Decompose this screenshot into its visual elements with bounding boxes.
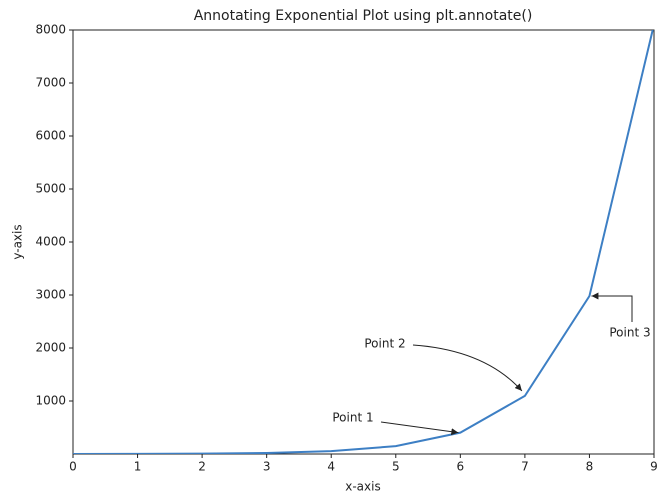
x-tick-label: 6: [457, 460, 465, 474]
x-tick-label: 7: [521, 460, 529, 474]
x-axis-label: x-axis: [345, 480, 380, 494]
x-tick-label: 3: [263, 460, 271, 474]
x-tick-label: 1: [134, 460, 142, 474]
annotation: Point 3: [609, 326, 650, 340]
annotation: Point 1: [332, 411, 373, 425]
y-tick-label: 1000: [35, 394, 66, 408]
x-tick-label: 2: [198, 460, 206, 474]
x-tick-label: 0: [69, 460, 77, 474]
annotation: Point 2: [364, 337, 405, 351]
annotation-arrow: [412, 344, 523, 392]
y-tick-label: 7000: [35, 76, 66, 90]
y-tick-label: 5000: [35, 182, 66, 196]
plot-frame: [72, 29, 655, 455]
x-tick-label: 8: [586, 460, 594, 474]
y-axis-label: y-axis: [11, 224, 25, 259]
annotation-arrow: [380, 421, 459, 436]
y-tick-label: 6000: [35, 129, 66, 143]
x-tick-label: 5: [392, 460, 400, 474]
y-tick-label: 2000: [35, 341, 66, 355]
annotation-arrow: [591, 292, 633, 322]
x-tick-label: 4: [327, 460, 335, 474]
x-tick-label: 9: [650, 460, 658, 474]
line: [73, 30, 654, 454]
y-tick-label: 4000: [35, 235, 66, 249]
y-tick-label: 3000: [35, 288, 66, 302]
y-tick-label: 8000: [35, 23, 66, 37]
chart-title: Annotating Exponential Plot using plt.an…: [194, 8, 533, 24]
